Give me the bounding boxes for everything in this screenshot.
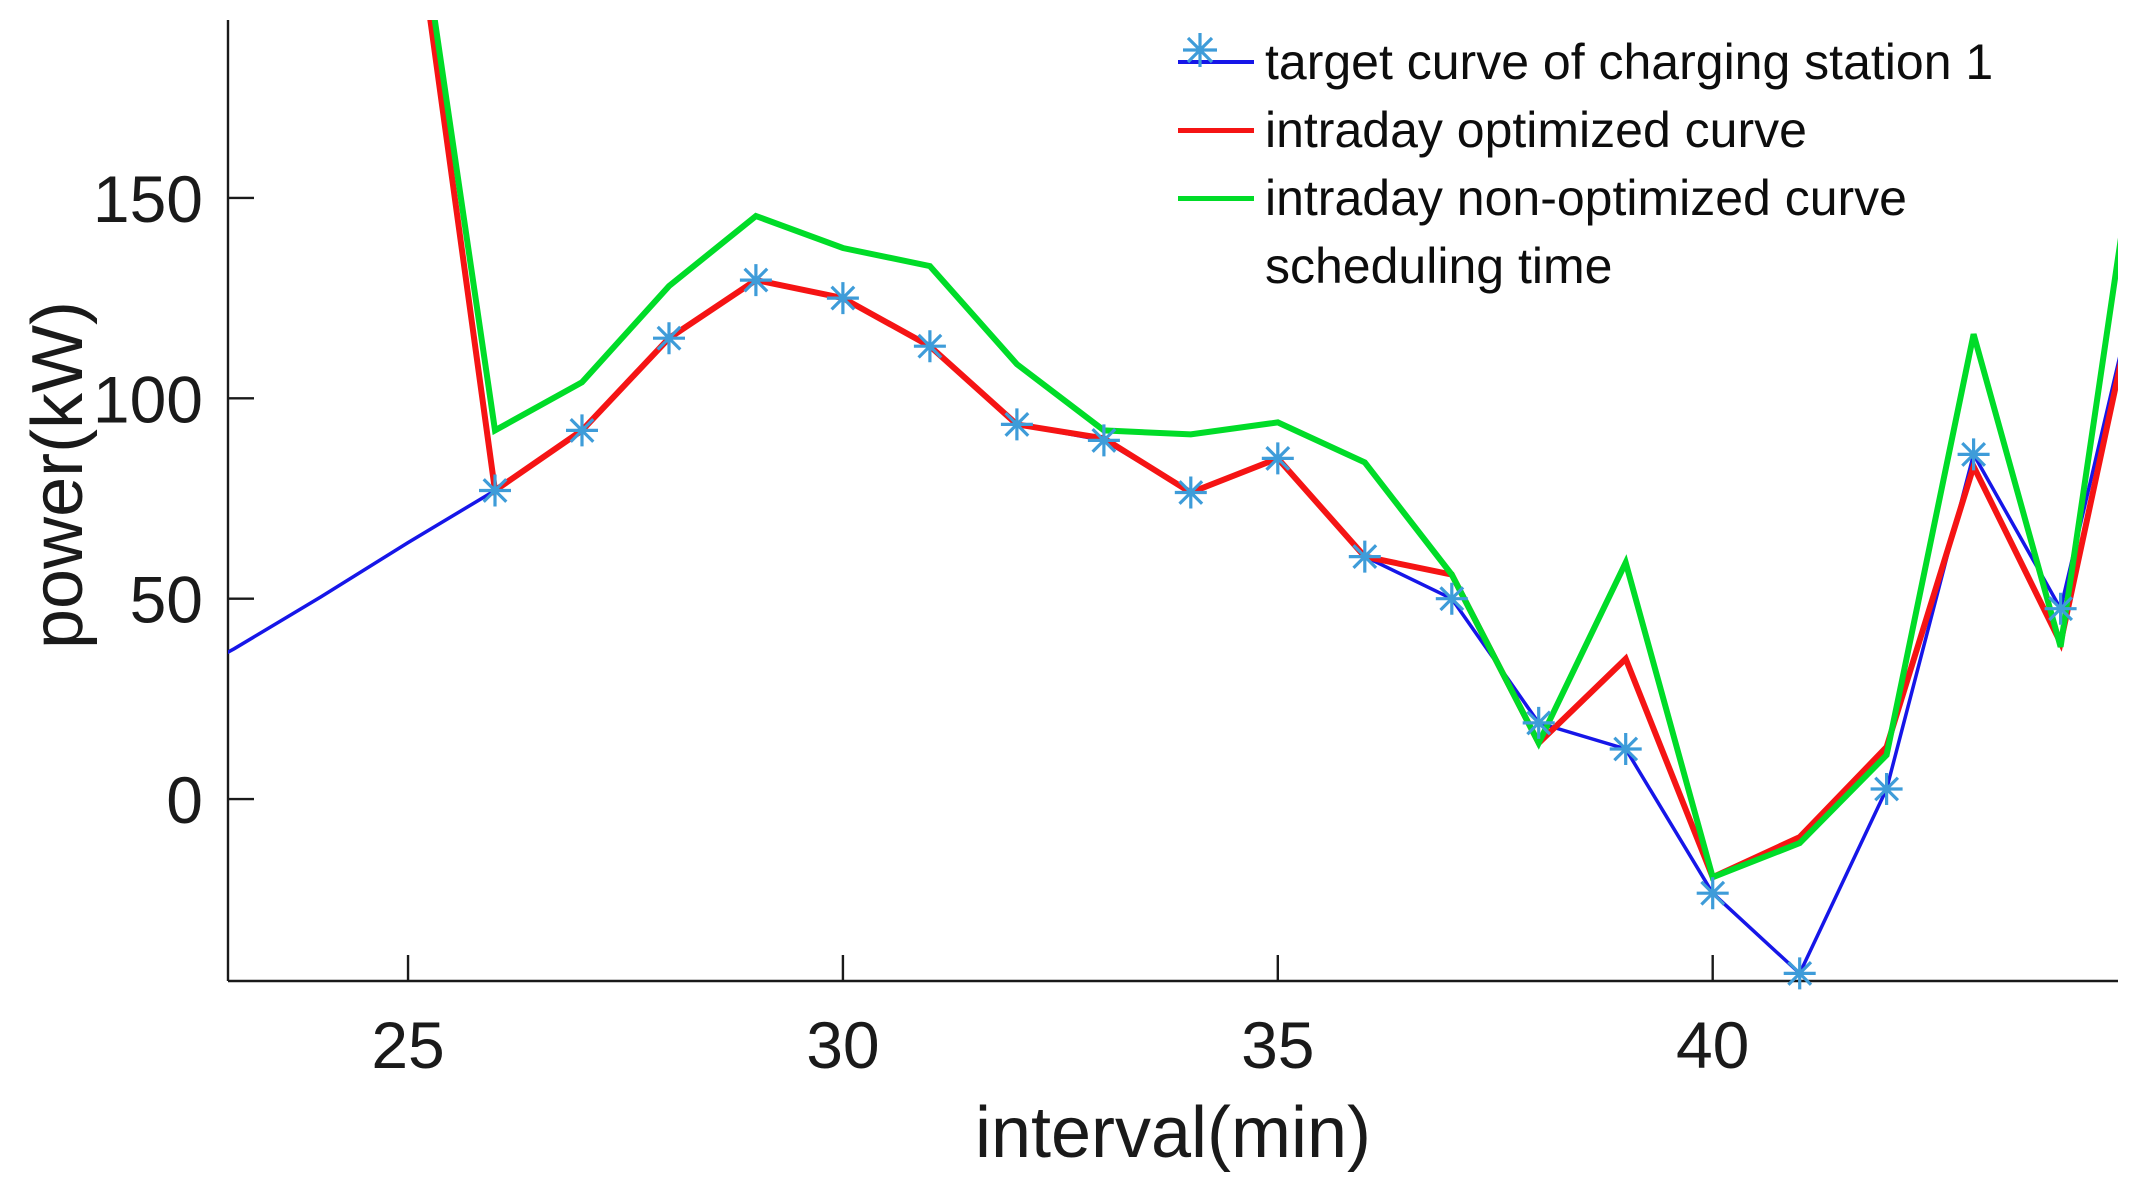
scheduling-time-markers: [479, 264, 2077, 990]
y-tick-label: 150: [93, 162, 203, 236]
scheduling-time-marker: [913, 330, 946, 363]
scheduling-time-marker: [1783, 957, 1816, 990]
axes: 0 50 100 150 25 30 35 40: [93, 20, 2118, 1082]
legend-label: intraday non-optimized curve: [1265, 170, 1907, 226]
intraday-non-optimized-curve-line: [431, 20, 2118, 882]
scheduling-time-marker: [566, 414, 598, 447]
scheduling-time-marker: [1522, 706, 1555, 739]
scheduling-time-marker: [1174, 476, 1207, 509]
legend-item-scheduling-time: scheduling time: [1178, 33, 1993, 300]
scheduling-time-marker: [1348, 540, 1381, 573]
red-line-icon: [1178, 127, 1254, 133]
x-tick-label: 35: [1241, 1008, 1314, 1082]
legend-label: scheduling time: [1265, 238, 1613, 294]
scheduling-time-marker: [653, 322, 685, 355]
x-tick-label: 40: [1676, 1008, 1749, 1082]
scheduling-time-marker: [479, 474, 511, 507]
legend-item-target-curve: target curve of charging station 1: [1178, 28, 1993, 96]
asterisk-icon: [1183, 33, 1217, 67]
legend: target curve of charging station 1 intra…: [1178, 28, 1993, 300]
scheduling-time-marker: [739, 264, 772, 297]
y-tick-label: 0: [166, 763, 203, 837]
scheduling-time-marker: [1087, 424, 1120, 457]
scheduling-time-marker: [1609, 733, 1642, 765]
y-tick-label: 50: [130, 563, 203, 637]
legend-line-sample-blue: [1178, 60, 1254, 64]
y-tick-label: 100: [93, 362, 203, 436]
scheduling-time-marker: [2044, 592, 2077, 625]
scheduling-time-marker: [1435, 582, 1468, 615]
legend-label: target curve of charging station 1: [1265, 34, 1994, 90]
scheduling-time-marker: [1957, 438, 1990, 471]
blue-line-icon: [1178, 60, 1254, 64]
x-axis-title: interval(min): [974, 1093, 1372, 1173]
target-curve-of-charging-station-1-line: [228, 278, 2118, 977]
legend-label: intraday optimized curve: [1265, 102, 1807, 158]
scheduling-time-marker: [826, 282, 859, 315]
legend-item-non-optimized-curve: intraday non-optimized curve: [1178, 164, 1993, 232]
legend-line-sample-red: [1178, 127, 1254, 133]
y-axis-title: power(kW): [18, 301, 98, 650]
scheduling-time-marker: [1870, 773, 1903, 805]
scheduling-time-marker: [1696, 877, 1729, 910]
x-tick-label: 25: [371, 1008, 444, 1082]
x-tick-label: 30: [806, 1008, 879, 1082]
legend-item-optimized-curve: intraday optimized curve: [1178, 96, 1993, 164]
scheduling-time-marker: [1000, 408, 1033, 441]
green-line-icon: [1178, 195, 1254, 201]
legend-line-sample-green: [1178, 195, 1254, 201]
scheduling-time-marker: [1261, 442, 1294, 475]
